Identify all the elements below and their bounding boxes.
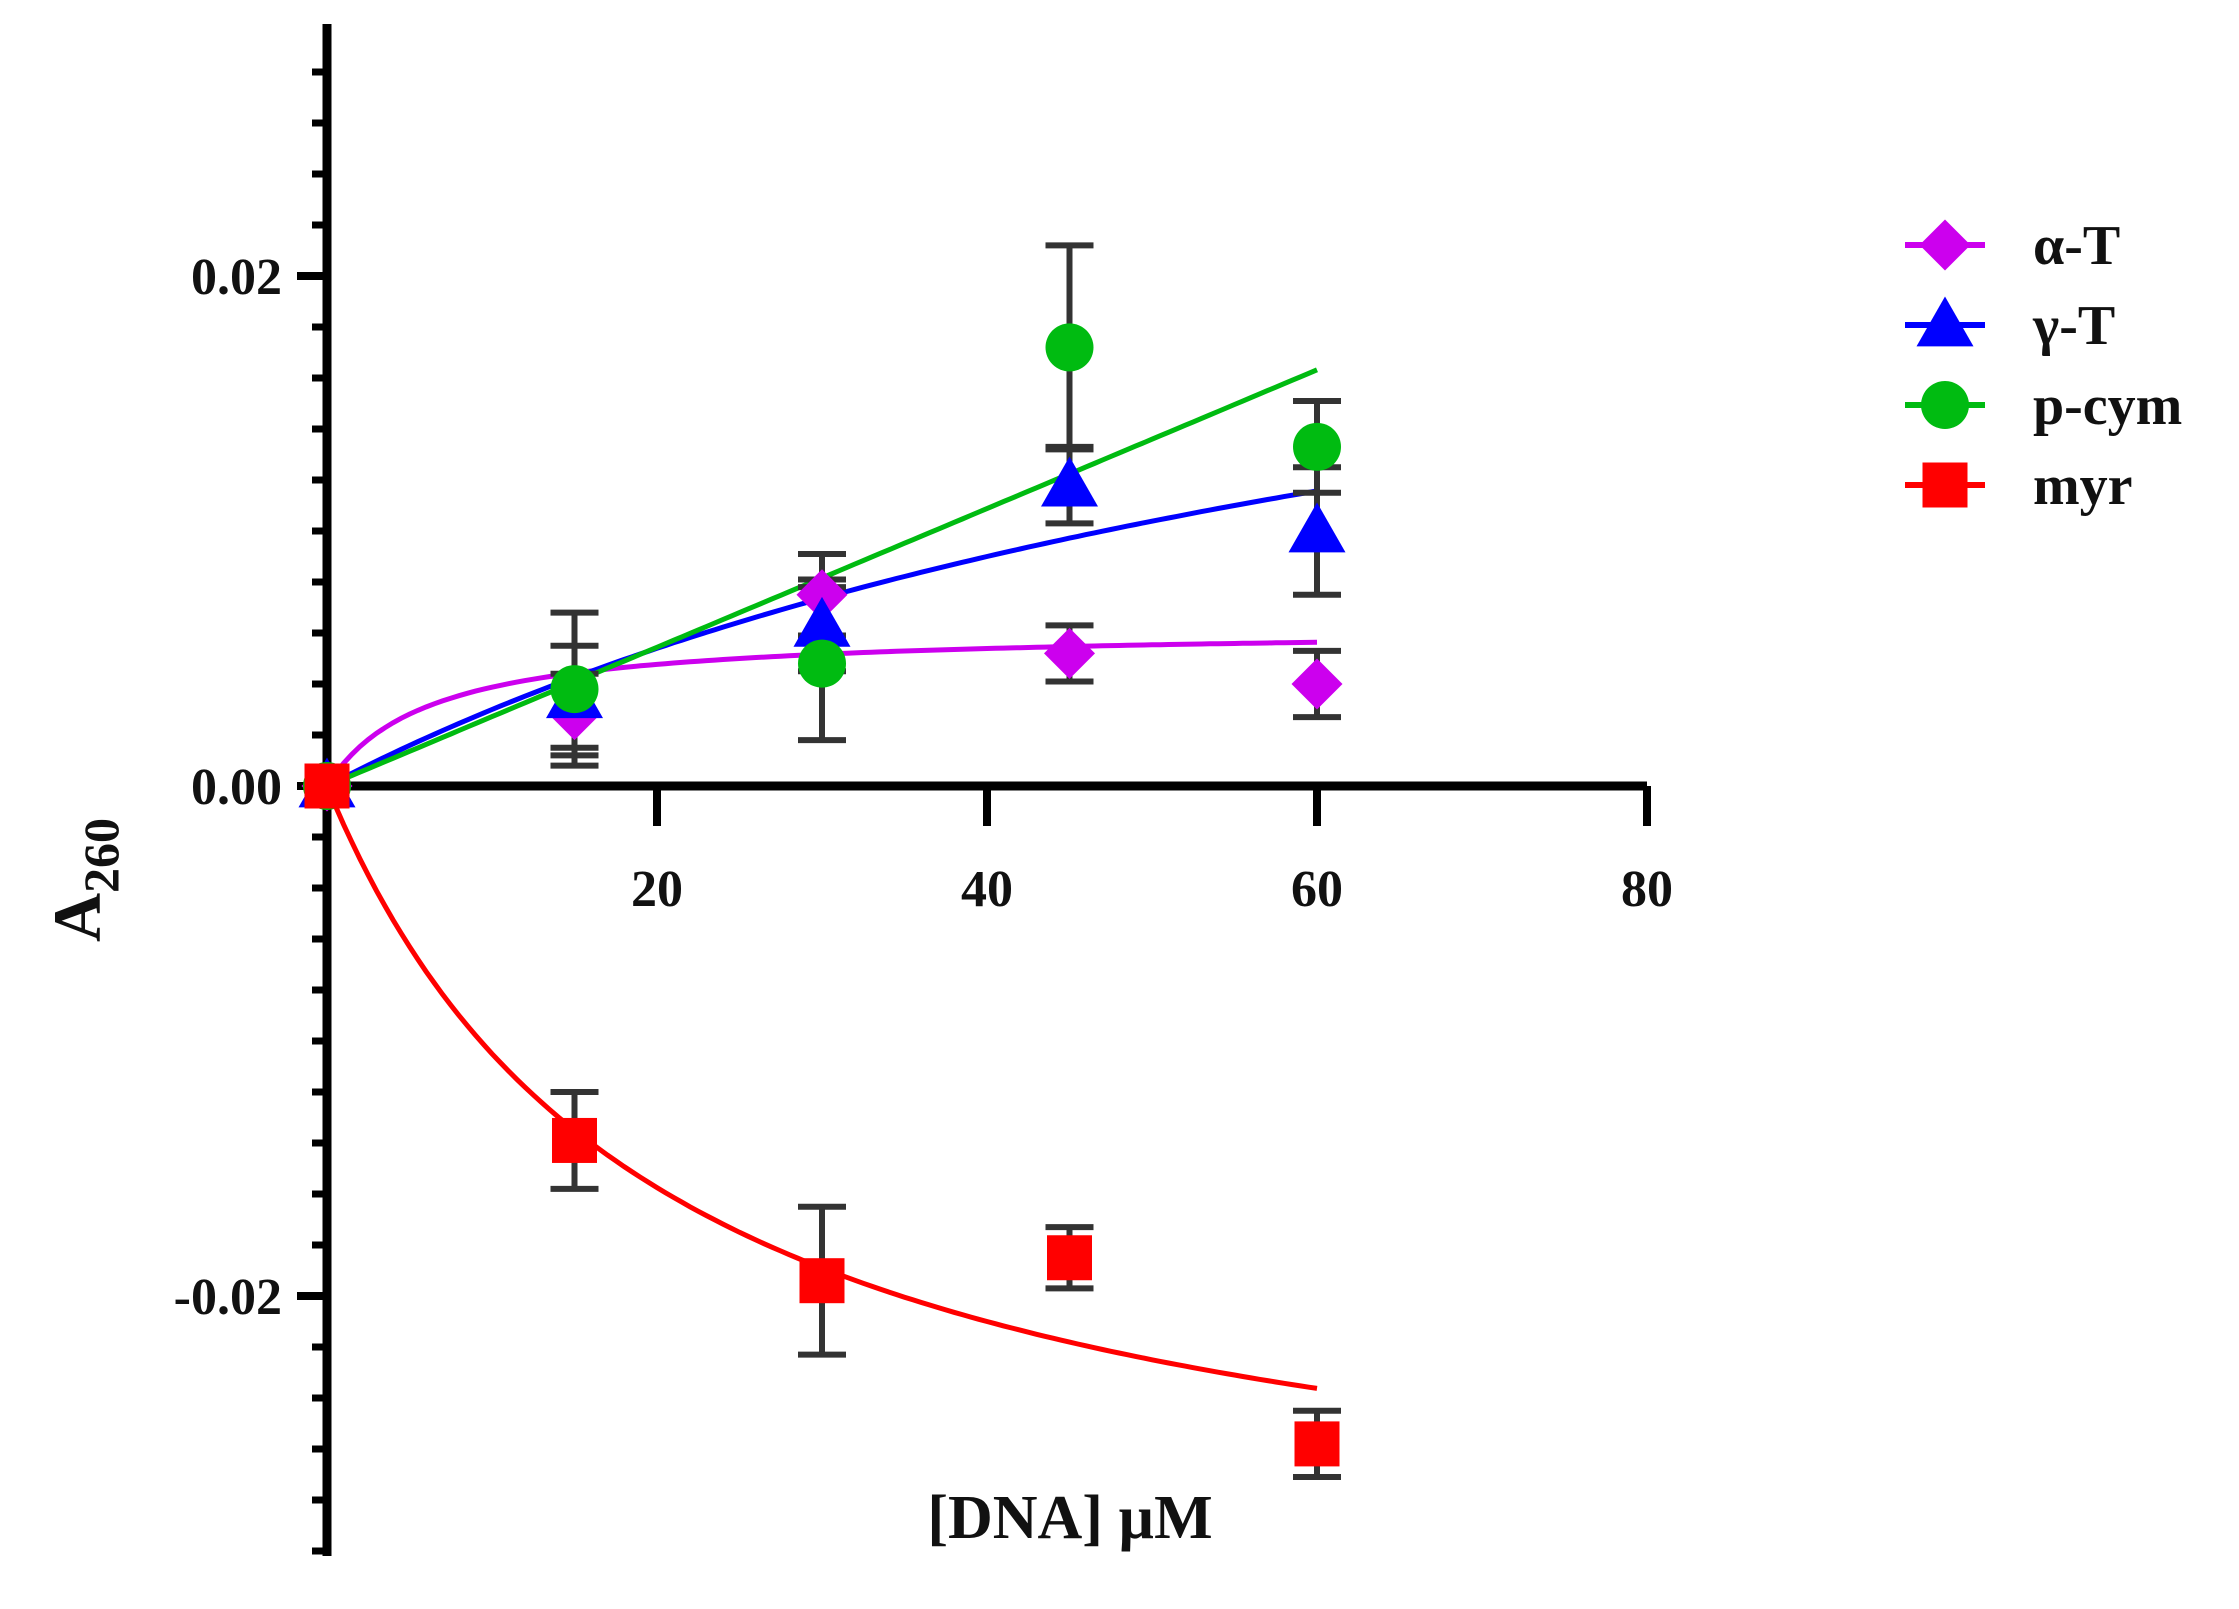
legend-marker-square-icon [1922,462,1968,508]
x-tick-label: 80 [1621,861,1673,918]
legend-marker-triangle-icon [1916,296,1974,347]
data-point-myr [1047,1235,1092,1281]
data-point-myr [304,763,350,809]
legend-entry: p-cym [1905,375,2182,437]
data-markers [298,323,1346,1467]
y-axis-title-subscript: 260 [73,818,129,893]
data-point-myr [799,1258,845,1304]
data-point-p-cym [550,665,599,714]
data-point-myr [1294,1421,1340,1467]
legend-label: γ-T [2032,295,2115,357]
y-major-ticks: 0.02 0.00 -0.02 [174,249,327,1326]
legend-label: α-T [2033,215,2120,277]
legend-label: p-cym [2033,375,2182,437]
data-point-γ-T [1041,456,1098,507]
svg-text:A260: A260 [39,818,129,942]
data-point-γ-T [1288,502,1346,553]
legend-label: myr [2033,455,2133,517]
legend-entry: α-T [1905,215,2120,277]
y-tick-label: 0.00 [191,759,282,816]
x-tick-label: 60 [1291,861,1343,918]
data-point-p-cym [1045,323,1094,372]
legend: α-T γ-T p-cym myr [1905,215,2182,517]
data-point-α-T [796,569,848,621]
y-axis-title-main: A [39,893,115,942]
data-point-α-T [1291,658,1343,710]
data-point-γ-T [793,596,851,647]
y-axis-title: A260 [39,818,129,942]
data-point-p-cym [798,639,846,688]
legend-entry: myr [1905,455,2133,517]
legend-marker-diamond-icon [1919,219,1971,271]
y-tick-label: -0.02 [174,1269,282,1326]
data-point-myr [552,1117,597,1163]
x-axis-title: [DNA] µM [927,1484,1212,1552]
axes: 0.02 0.00 -0.02 20 40 60 80 [174,24,1673,1556]
legend-marker-circle-icon [1921,381,1969,429]
x-tick-label: 20 [631,861,683,918]
y-tick-label: 0.02 [191,249,282,306]
legend-entry: γ-T [1905,295,2115,357]
data-point-α-T [1044,627,1095,679]
x-tick-label: 40 [961,861,1013,918]
data-point-p-cym [1293,422,1341,471]
x-ticks: 20 40 60 80 [631,786,1673,918]
